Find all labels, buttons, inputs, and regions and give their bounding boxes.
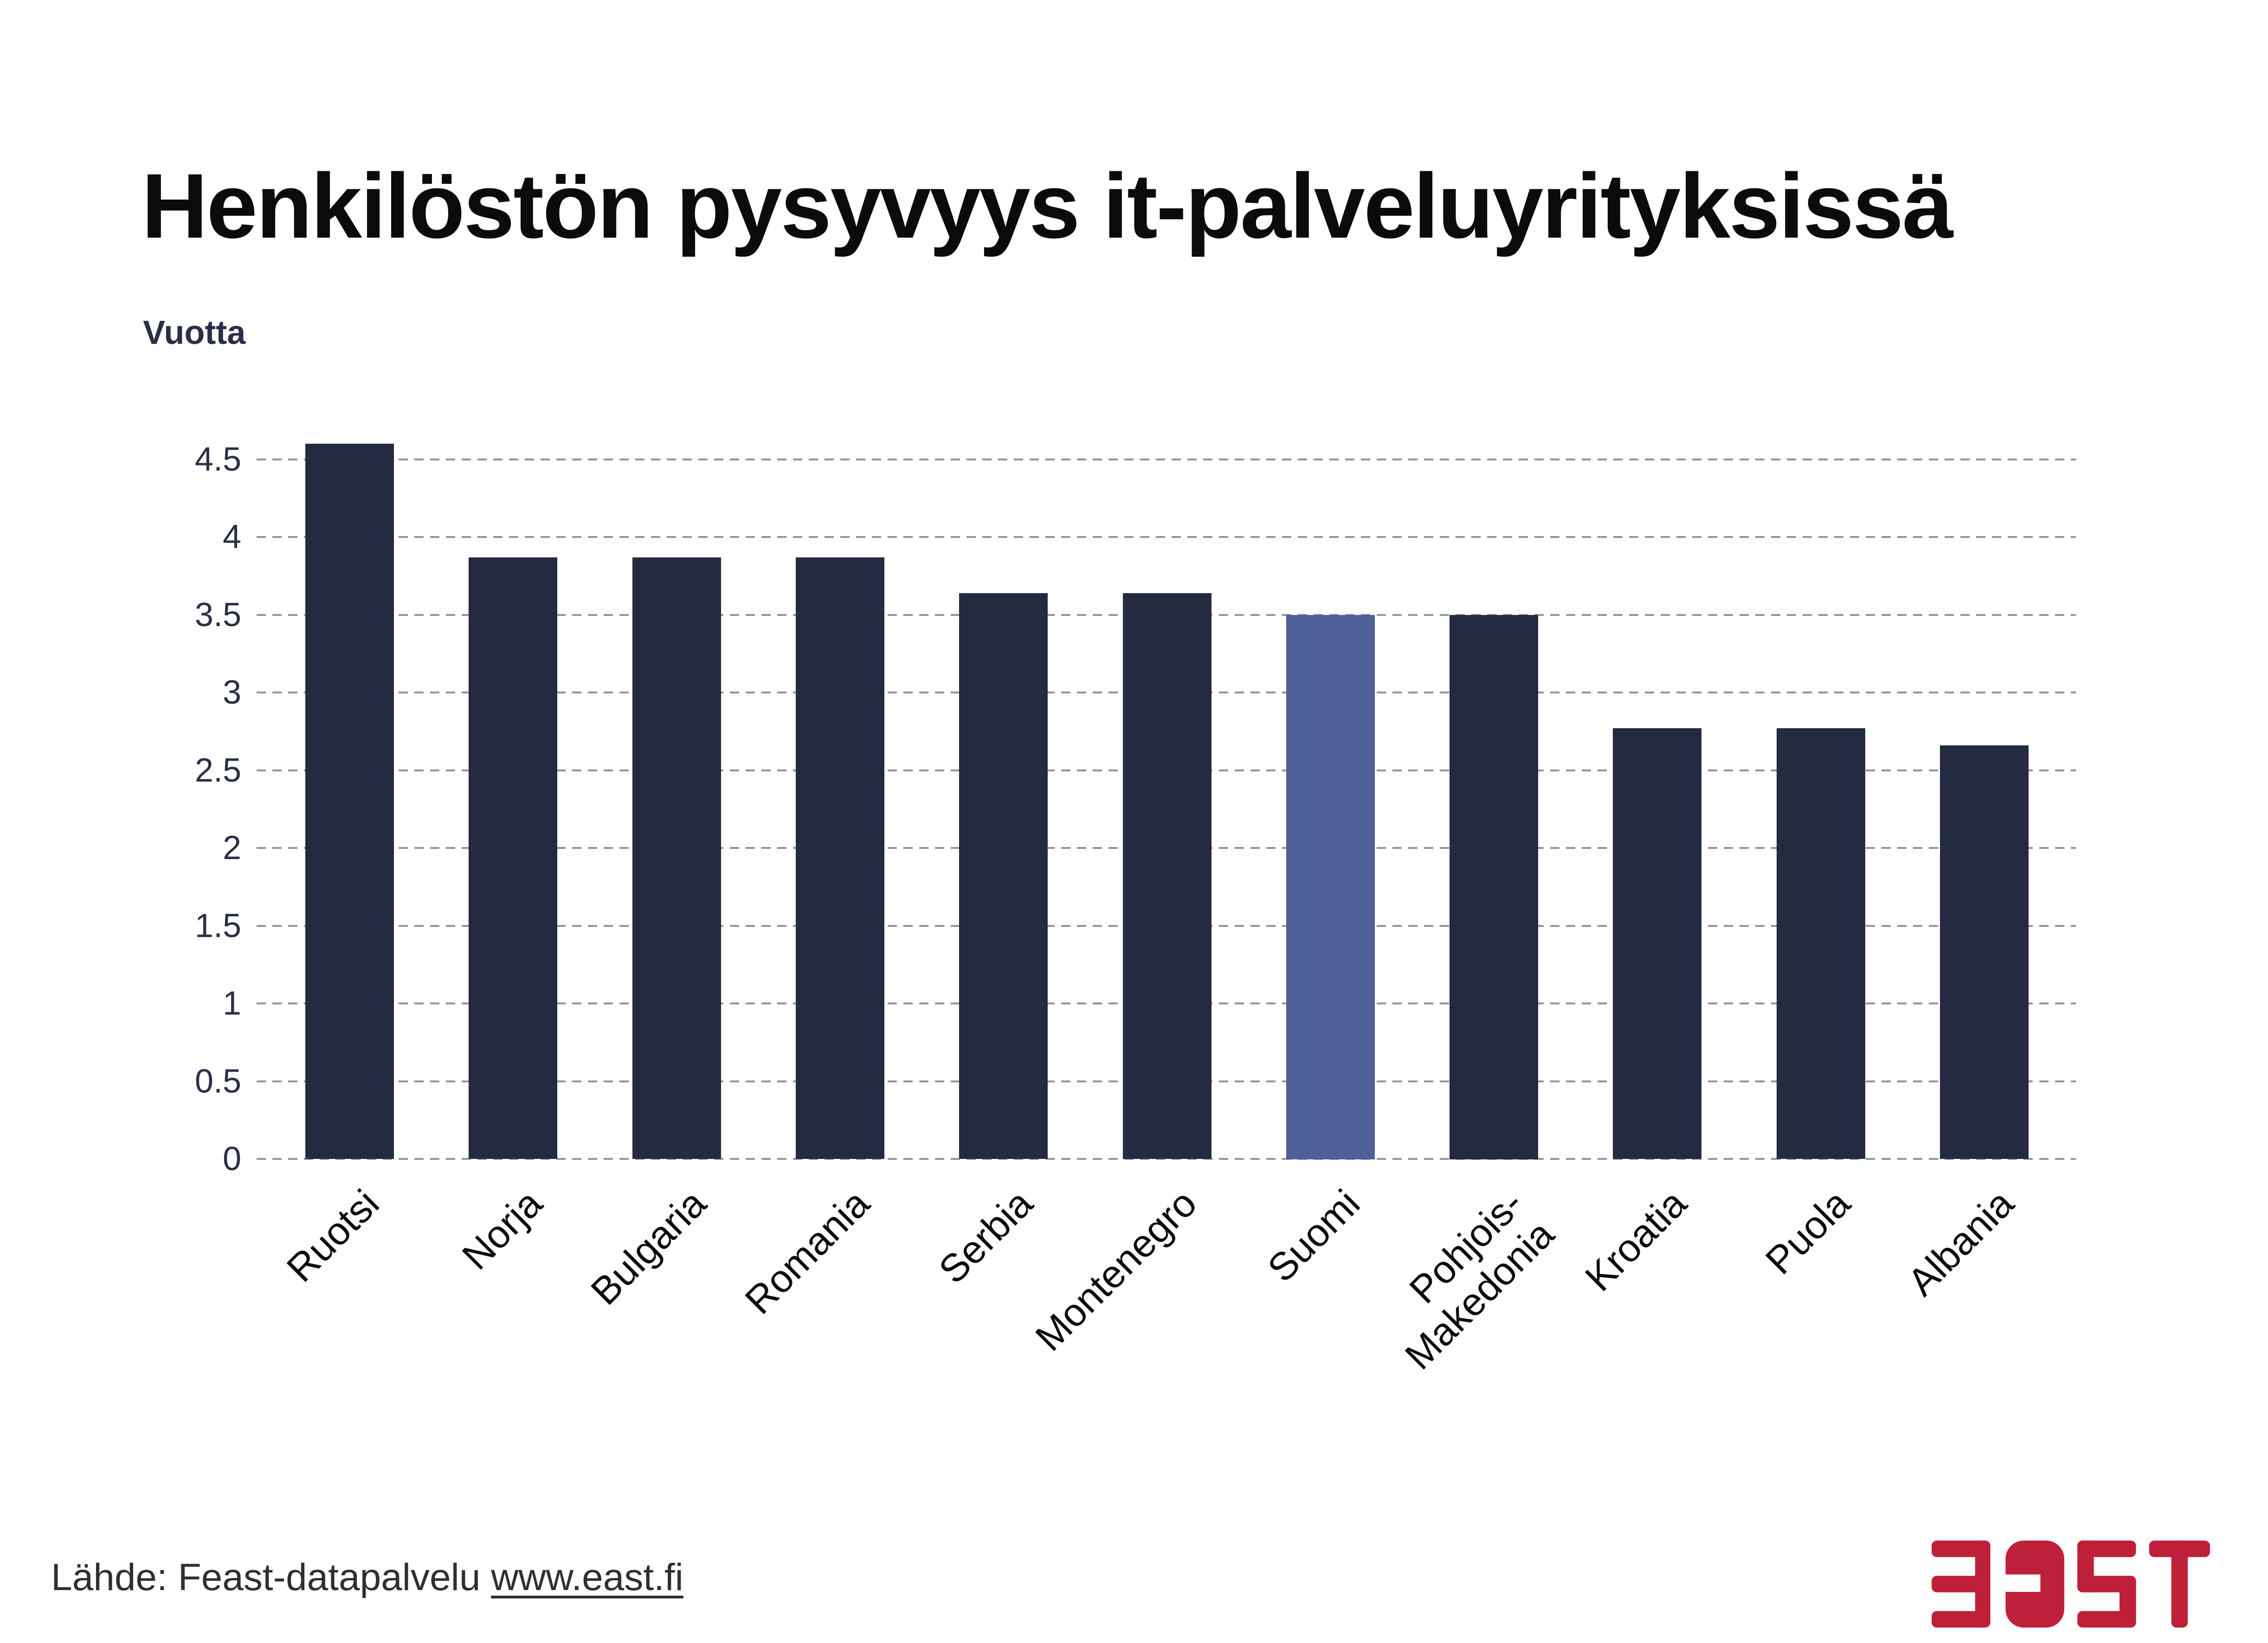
x-axis-label-norja: Norja — [454, 1181, 551, 1278]
x-axis-label-pohjois-makedonia: Pohjois- Makedonia — [1396, 1181, 1562, 1378]
source-link[interactable]: www.east.fi — [491, 1556, 683, 1598]
page-title: Henkilöstön pysyvyys it-palveluyrityksis… — [142, 155, 1953, 257]
bar-pohjois-makedonia — [1450, 615, 1538, 1159]
x-axis-label-albania: Albania — [1899, 1181, 2022, 1304]
y-tick-label-1: 1 — [222, 985, 241, 1022]
bar-romania — [796, 557, 884, 1159]
bar-puola — [1777, 728, 1865, 1159]
x-axis-label-suomi: Suomi — [1259, 1181, 1368, 1290]
y-tick-label-4.5: 4.5 — [194, 440, 241, 478]
y-tick-label-4: 4 — [222, 518, 241, 556]
y-tick-label-0: 0 — [222, 1140, 241, 1177]
source-note: Lähde: Feast-datapalvelu www.east.fi — [51, 1556, 683, 1599]
gridline-4.5 — [257, 458, 2076, 460]
x-axis-label-montenegro: Montenegro — [1026, 1181, 1205, 1359]
gridline-4 — [257, 536, 2076, 538]
y-tick-label-2: 2 — [222, 829, 241, 867]
y-tick-label-3: 3 — [222, 674, 241, 711]
source-text: Lähde: Feast-datapalvelu — [51, 1556, 491, 1598]
bar-serbia — [959, 593, 1048, 1159]
bar-bulgaria — [632, 557, 721, 1159]
y-tick-label-3.5: 3.5 — [194, 596, 241, 634]
x-axis-label-serbia: Serbia — [930, 1181, 1041, 1292]
x-axis-label-romania: Romania — [736, 1181, 878, 1323]
gridline-0 — [257, 1158, 2076, 1160]
bar-albania — [1940, 745, 2029, 1159]
y-tick-label-1.5: 1.5 — [194, 907, 241, 944]
bar-suomi — [1286, 615, 1375, 1159]
east-logo — [1932, 1540, 2210, 1628]
x-axis-label-puola: Puola — [1757, 1181, 1859, 1283]
y-tick-label-0.5: 0.5 — [194, 1062, 241, 1100]
bar-ruotsi — [305, 444, 394, 1159]
y-axis-label: Vuotta — [143, 314, 246, 351]
logo-letter-a-notch — [2005, 1574, 2041, 1592]
y-tick-label-2.5: 2.5 — [194, 751, 241, 789]
x-axis-label-kroatia: Kroatia — [1576, 1181, 1695, 1300]
bar-norja — [469, 557, 557, 1159]
bar-kroatia — [1613, 728, 1701, 1159]
x-axis-label-bulgaria: Bulgaria — [582, 1181, 715, 1313]
x-axis-label-ruotsi: Ruotsi — [278, 1181, 387, 1290]
bar-montenegro — [1123, 593, 1211, 1159]
